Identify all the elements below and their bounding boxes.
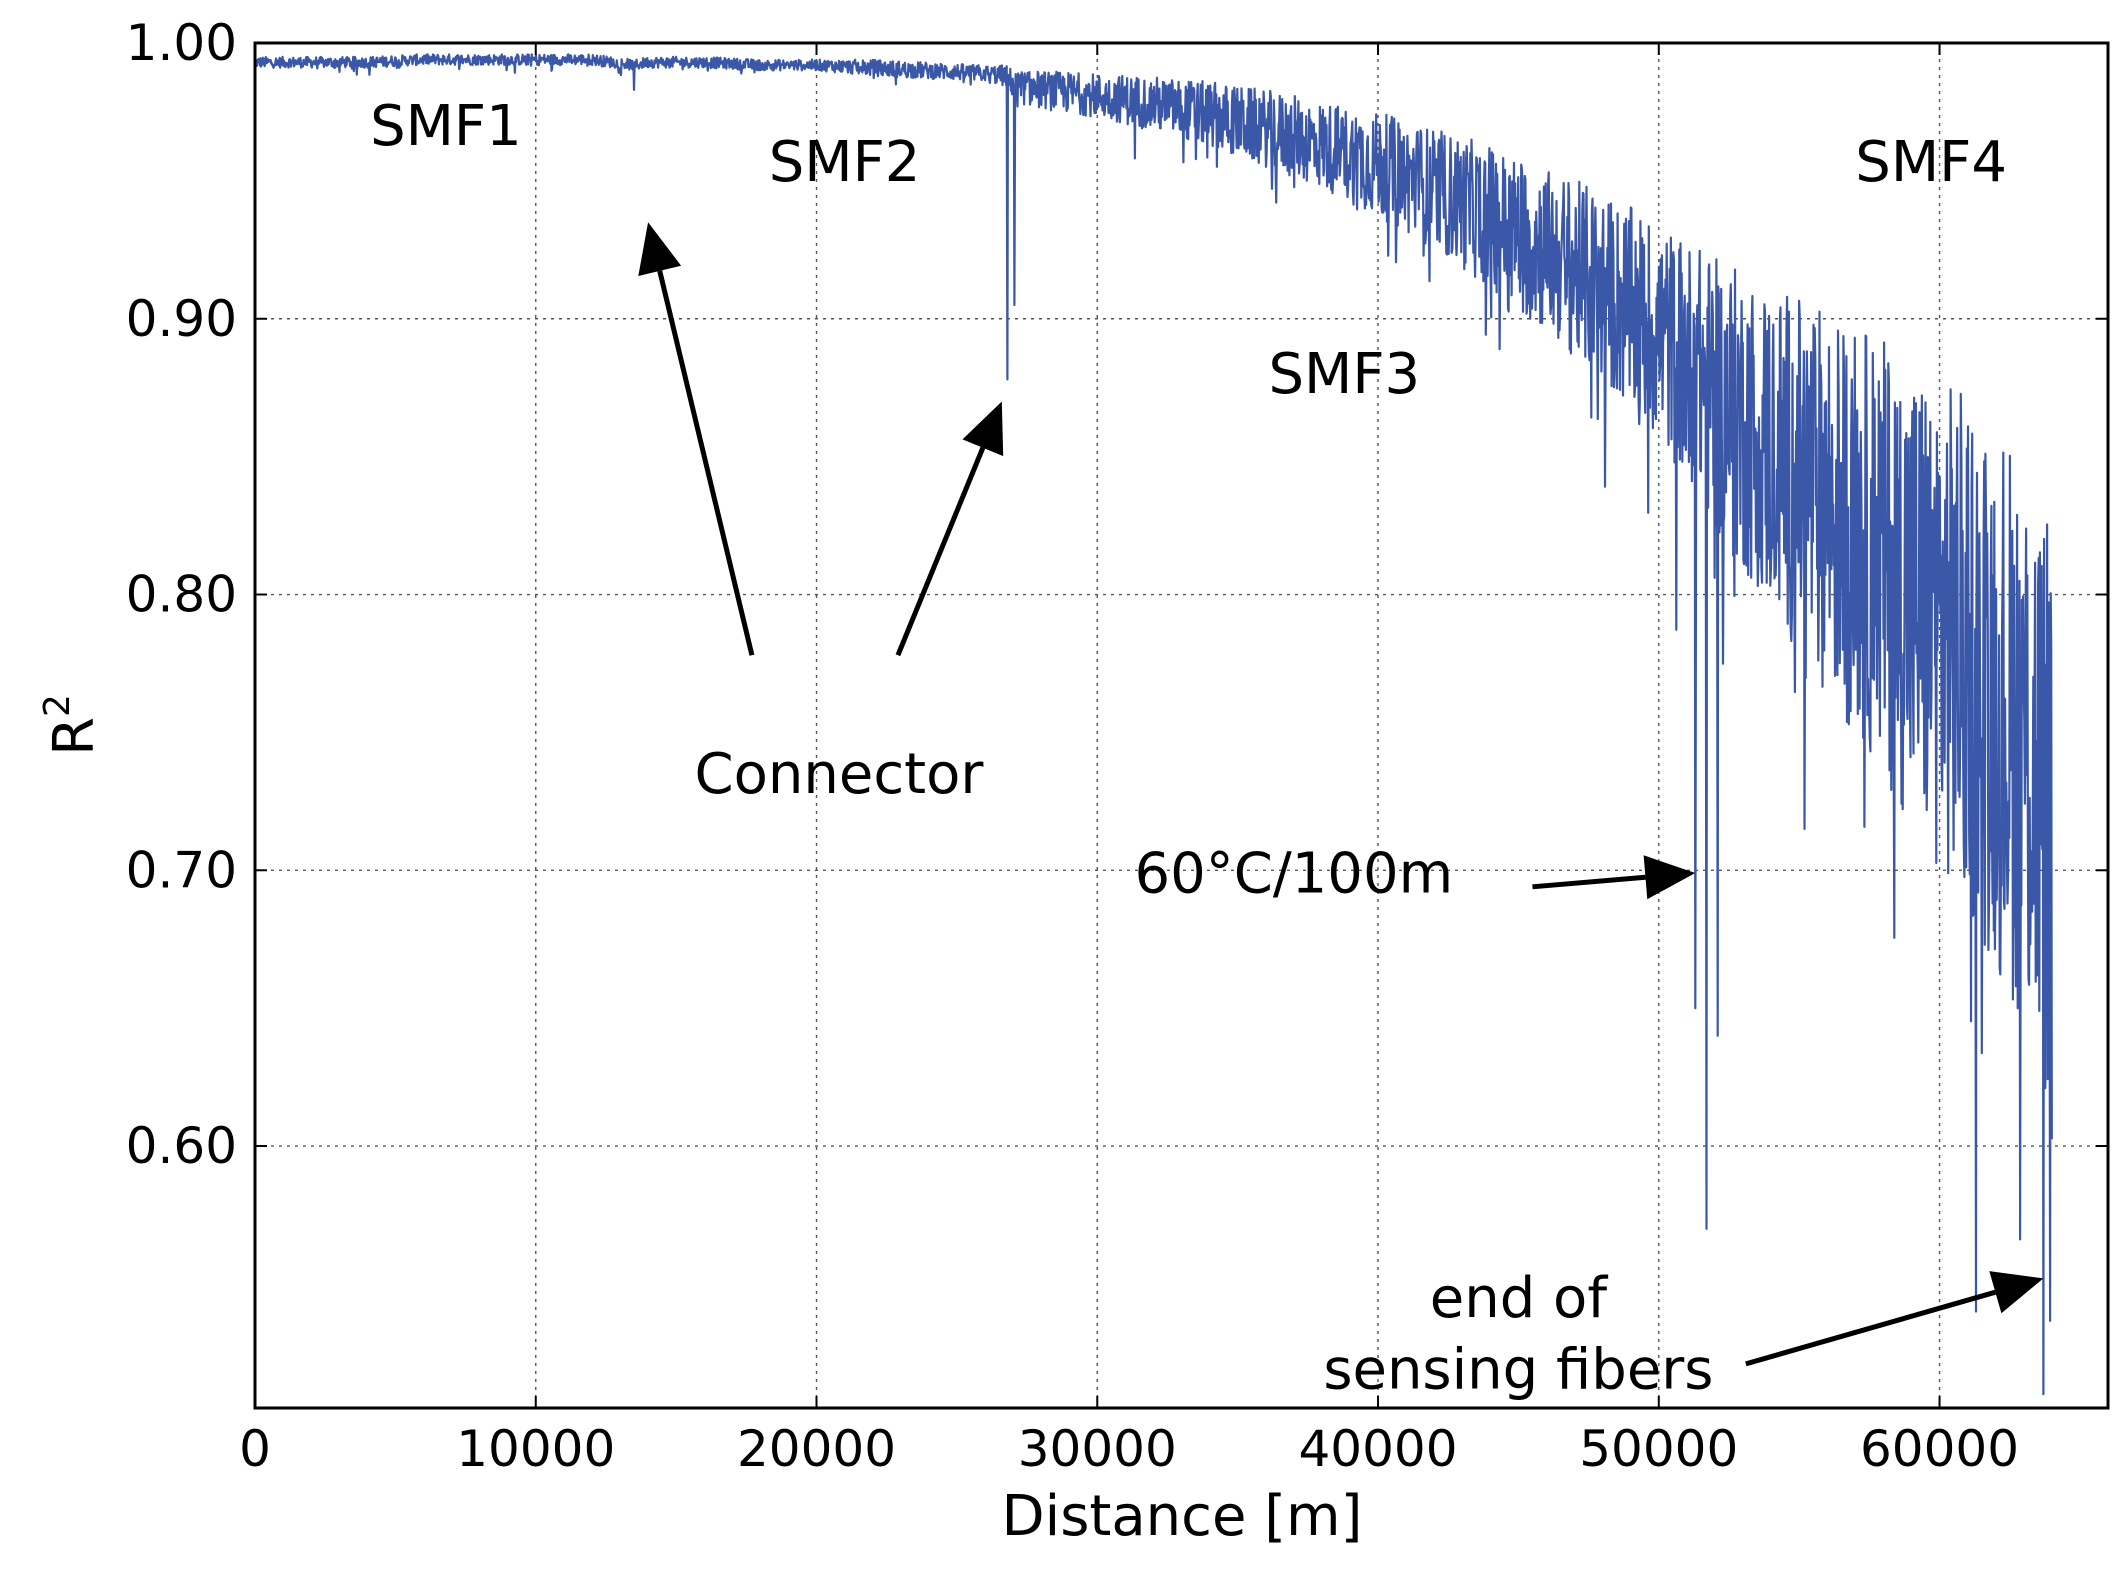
y-tick-label: 1.00 [126, 14, 237, 72]
x-tick-label: 0 [239, 1420, 271, 1478]
arrow-shaft [657, 270, 755, 656]
annotation-smf2: SMF2 [769, 130, 921, 195]
plot-frame [253, 41, 2110, 1410]
annotation-end2: sensing fibers [1323, 1338, 1713, 1403]
arrow-head [1643, 855, 1696, 900]
x-tick-label: 50000 [1579, 1420, 1738, 1478]
x-tick-label: 20000 [737, 1420, 896, 1478]
x-tick-label: 40000 [1298, 1420, 1457, 1478]
series-line-r2 [254, 53, 2053, 1396]
annotation-connector: Connector [695, 742, 985, 807]
arrow-head [638, 222, 682, 276]
y-tick-label: 0.70 [126, 841, 237, 899]
y-axis-label: R2 [37, 694, 107, 756]
arrow-head [962, 401, 1004, 457]
annotation-smf3: SMF3 [1268, 342, 1420, 407]
y-axis-label-base: R [42, 717, 107, 756]
annotation-end1: end of [1430, 1266, 1609, 1331]
y-tick-label: 0.90 [126, 290, 237, 348]
y-tick-label: 0.80 [126, 566, 237, 624]
y-axis-label-superscript: 2 [37, 694, 78, 717]
annotation-heat: 60°C/100m [1134, 841, 1453, 906]
annotation-arrows [638, 222, 2044, 1367]
axis-ticks: 0 10000 20000 30000 40000 50000 60000 0.60 0.70 0… [126, 14, 2108, 1478]
annotations: SMF1 SMF2 SMF3 SMF4 Connector 60°C/100m end of… [370, 94, 2007, 1403]
annotation-smf1: SMF1 [370, 94, 522, 159]
arrow-shaft [1532, 874, 1646, 890]
x-tick-label: 30000 [1018, 1420, 1177, 1478]
arrow-shaft [1745, 1289, 1997, 1367]
y-tick-label: 0.60 [126, 1117, 237, 1175]
annotation-smf4: SMF4 [1855, 130, 2007, 195]
arrow-head [1989, 1271, 2044, 1314]
series-layer [254, 53, 2053, 1396]
x-axis-label: Distance [m] [1002, 1484, 1363, 1549]
arrow-shaft [895, 446, 986, 657]
x-tick-label: 10000 [456, 1420, 615, 1478]
x-tick-label: 60000 [1860, 1420, 2019, 1478]
